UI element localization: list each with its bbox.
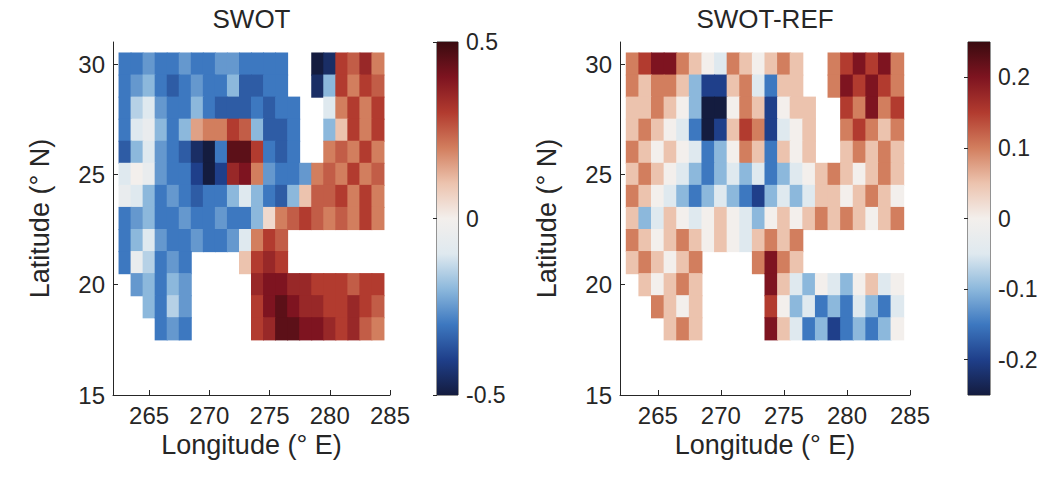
svg-text:Longitude (° E): Longitude (° E) <box>675 430 855 460</box>
svg-text:25: 25 <box>78 161 105 188</box>
svg-text:275: 275 <box>764 402 804 429</box>
svg-text:0.5: 0.5 <box>466 29 498 55</box>
svg-text:Longitude (° E): Longitude (° E) <box>161 430 341 460</box>
svg-text:265: 265 <box>638 402 678 429</box>
svg-text:0.2: 0.2 <box>998 64 1030 90</box>
svg-text:15: 15 <box>78 382 105 409</box>
svg-text:-0.2: -0.2 <box>998 347 1038 373</box>
svg-text:280: 280 <box>827 402 867 429</box>
svg-text:15: 15 <box>585 382 612 409</box>
svg-text:-0.5: -0.5 <box>466 382 506 408</box>
svg-text:280: 280 <box>310 402 350 429</box>
svg-text:25: 25 <box>585 161 612 188</box>
svg-text:0: 0 <box>998 206 1011 232</box>
svg-text:0: 0 <box>466 206 479 232</box>
svg-text:-0.1: -0.1 <box>998 276 1038 302</box>
svg-text:0.1: 0.1 <box>998 135 1030 161</box>
svg-text:20: 20 <box>78 271 105 298</box>
svg-text:275: 275 <box>250 402 290 429</box>
svg-text:270: 270 <box>189 402 229 429</box>
svg-text:285: 285 <box>370 402 410 429</box>
svg-text:SWOT-REF: SWOT-REF <box>696 4 833 34</box>
svg-text:SWOT: SWOT <box>213 4 291 34</box>
svg-text:Latitude (° N): Latitude (° N) <box>532 139 562 298</box>
svg-text:20: 20 <box>585 271 612 298</box>
svg-text:265: 265 <box>129 402 169 429</box>
svg-text:285: 285 <box>890 402 930 429</box>
svg-text:270: 270 <box>701 402 741 429</box>
svg-text:30: 30 <box>78 51 105 78</box>
svg-text:Latitude (° N): Latitude (° N) <box>25 139 55 298</box>
svg-text:30: 30 <box>585 51 612 78</box>
